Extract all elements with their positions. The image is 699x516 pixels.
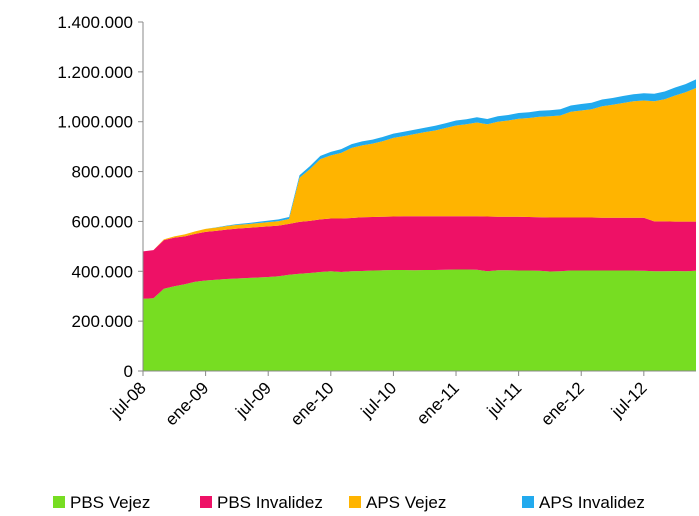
y-tick-label: 1.400.000 [57,13,133,32]
x-tick-label: jul-09 [231,378,275,422]
x-tick-label: ene-12 [537,378,588,429]
legend-swatch [200,496,212,508]
y-tick-label: 1.000.000 [57,113,133,132]
legend-label: PBS Invalidez [217,493,323,512]
y-tick-label: 400.000 [72,262,133,281]
x-tick-label: jul-12 [607,378,651,422]
y-tick-label: 200.000 [72,312,133,331]
area [143,216,696,299]
legend-label: APS Vejez [366,493,446,512]
legend-label: PBS Vejez [70,493,150,512]
x-tick-label: ene-10 [287,378,338,429]
y-tick-label: 1.200.000 [57,63,133,82]
area [143,88,696,252]
x-tick-label: ene-09 [162,378,213,429]
legend-swatch [349,496,361,508]
legend-label: APS Invalidez [539,493,645,512]
x-tick-label: jul-10 [357,378,401,422]
area [143,269,696,371]
x-tick-label: jul-11 [483,378,526,421]
y-tick-label: 800.000 [72,163,133,182]
area [143,79,696,252]
legend-swatch [522,496,534,508]
x-tick-label: jul-08 [106,378,150,422]
legend-swatch [53,496,65,508]
y-tick-label: 600.000 [72,212,133,231]
x-tick-label: ene-11 [413,378,463,428]
y-tick-label: 0 [124,362,133,381]
